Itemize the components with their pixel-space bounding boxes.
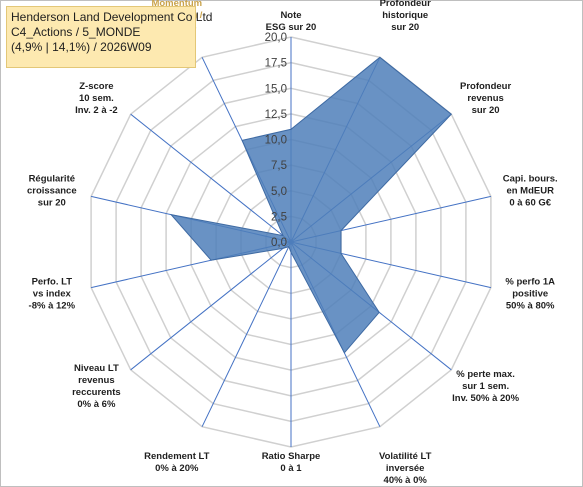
- radar-tick-labels: 0,0 2,5 5,0 7,5 10,0 12,5 15,0 17,5 20,0: [265, 32, 287, 249]
- axis-label-9: Niveau LT revenus reccurents 0% à 6%: [72, 363, 121, 410]
- axis-label-3: Capi. bours. en MdEUR 0 à 60 G€: [503, 174, 558, 209]
- axis-label-6-line-1: inversée: [386, 463, 425, 474]
- axis-label-8: Rendement LT 0% à 20%: [144, 451, 209, 474]
- axis-label-9-line-2: reccurents: [72, 387, 121, 398]
- radar-series: [169, 56, 453, 354]
- tick-label-7: 17,5: [265, 58, 287, 70]
- axis-label-2-line-0: Profondeur: [460, 81, 511, 92]
- axis-label-5-line-2: Inv. 50% à 20%: [452, 393, 519, 404]
- axis-label-2-line-2: sur 20: [472, 105, 500, 116]
- tick-label-5: 12,5: [265, 109, 287, 121]
- chart-title-box: Henderson Land Development Co Ltd C4_Act…: [6, 6, 213, 68]
- chart-title-line-3: (4,9% | 14,1%) / 2026W09: [11, 40, 152, 54]
- tick-label-3: 7,5: [271, 160, 287, 172]
- tick-label-4: 10,0: [265, 135, 287, 147]
- axis-label-7-line-0: Ratio Sharpe: [262, 451, 321, 462]
- axis-label-5: % perte max. sur 1 sem. Inv. 50% à 20%: [452, 369, 519, 404]
- axis-label-4: % perfo 1A positive 50% à 80%: [505, 276, 555, 311]
- axis-spoke-8: [201, 241, 292, 427]
- tick-label-2: 5,0: [271, 186, 287, 198]
- axis-label-3-line-2: 0 à 60 G€: [509, 198, 551, 209]
- axis-label-3-line-0: Capi. bours.: [503, 174, 558, 185]
- axis-label-9-line-3: 0% à 6%: [77, 399, 116, 410]
- axis-label-8-line-1: 0% à 20%: [155, 463, 199, 474]
- axis-label-6-line-2: 40% à 0%: [384, 475, 428, 486]
- axis-label-7: Ratio Sharpe 0 à 1: [262, 451, 321, 474]
- axis-label-11-line-2: sur 20: [38, 198, 66, 209]
- axis-label-13-line-0: Momentum: [151, 0, 202, 9]
- axis-label-11-line-0: Régularité: [29, 174, 75, 185]
- axis-label-0: Note ESG sur 20: [266, 10, 317, 33]
- axis-label-1-line-2: sur 20: [391, 22, 419, 33]
- axis-label-2-line-1: revenus: [467, 93, 503, 104]
- axis-label-11-line-1: croissance: [27, 186, 77, 197]
- axis-label-10-line-2: -8% à 12%: [29, 300, 76, 311]
- axis-label-1-line-0: Profondeur: [380, 0, 431, 9]
- axis-label-9-line-1: revenus: [78, 375, 114, 386]
- axis-label-5-line-1: sur 1 sem.: [462, 381, 509, 392]
- axis-label-0-line-0: Note: [280, 10, 301, 21]
- axis-label-2: Profondeur revenus sur 20: [460, 81, 511, 116]
- axis-label-12: Z-score 10 sem. Inv. 2 à -2: [75, 81, 118, 116]
- tick-label-0: 0,0: [271, 237, 287, 249]
- axis-label-1-line-1: historique: [382, 10, 428, 21]
- axis-spoke-9: [130, 241, 292, 371]
- axis-label-12-line-1: 10 sem.: [79, 93, 114, 104]
- chart-title-line-2: C4_Actions / 5_MONDE: [11, 25, 141, 39]
- axis-label-6-line-0: Volatilité LT: [379, 451, 432, 462]
- axis-label-11: Régularité croissance sur 20: [27, 174, 77, 209]
- axis-spoke-12: [130, 113, 292, 243]
- chart-title-line-1: Henderson Land Development Co Ltd: [11, 10, 213, 24]
- tick-label-6: 15,0: [265, 83, 287, 95]
- axis-label-10-line-0: Perfo. LT: [32, 276, 73, 287]
- axis-label-8-line-0: Rendement LT: [144, 451, 209, 462]
- axis-label-5-line-0: % perte max.: [456, 369, 515, 380]
- axis-label-4-line-2: 50% à 80%: [506, 300, 555, 311]
- axis-label-10-line-1: vs index: [33, 288, 72, 299]
- axis-label-10: Perfo. LT vs index -8% à 12%: [29, 276, 76, 311]
- tick-label-1: 2,5: [271, 211, 287, 223]
- axis-label-9-line-0: Niveau LT: [74, 363, 119, 374]
- axis-label-7-line-1: 0 à 1: [280, 463, 302, 474]
- axis-label-3-line-1: en MdEUR: [506, 186, 554, 197]
- axis-label-0-line-1: ESG sur 20: [266, 22, 317, 33]
- axis-label-4-line-0: % perfo 1A: [505, 276, 555, 287]
- axis-label-4-line-1: positive: [512, 288, 548, 299]
- axis-label-6: Volatilité LT inversée 40% à 0%: [379, 451, 432, 486]
- axis-label-12-line-2: Inv. 2 à -2: [75, 105, 118, 116]
- tick-label-8: 20,0: [265, 32, 287, 44]
- axis-label-12-line-0: Z-score: [79, 81, 113, 92]
- series-area: [169, 56, 453, 354]
- axis-label-1: Profondeur historique sur 20: [380, 0, 431, 33]
